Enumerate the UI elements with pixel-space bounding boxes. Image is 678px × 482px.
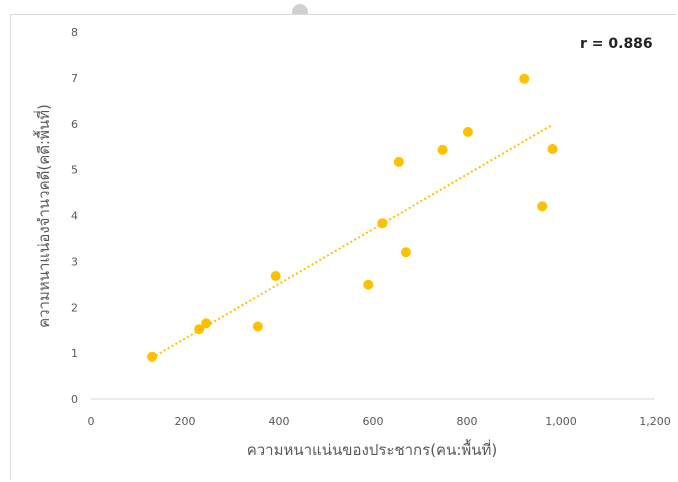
x-tick-label: 1,200 [639, 415, 671, 428]
data-point [519, 73, 530, 84]
x-tick-label: 600 [363, 415, 384, 428]
chart-frame [10, 14, 676, 480]
data-point [393, 156, 404, 167]
data-point [363, 279, 374, 290]
x-axis-title: ความหนาแน่นของประชากร(คน:พื้นที่) [247, 439, 498, 459]
data-point [537, 201, 548, 212]
data-point [201, 318, 212, 329]
x-tick-label: 800 [457, 415, 478, 428]
data-point [462, 127, 473, 138]
data-point [194, 324, 205, 335]
y-tick-label: 3 [71, 255, 78, 268]
data-point [400, 247, 411, 258]
y-tick-label: 1 [71, 347, 78, 360]
x-tick-label: 400 [269, 415, 290, 428]
data-point [147, 351, 158, 362]
data-point [270, 271, 281, 282]
data-point [252, 321, 263, 332]
correlation-annotation: r = 0.886 [580, 36, 653, 52]
data-points [147, 73, 558, 362]
x-tick-label: 200 [175, 415, 196, 428]
data-point [437, 144, 448, 155]
y-tick-label: 2 [71, 301, 78, 314]
y-tick-label: 8 [71, 26, 78, 39]
y-tick-label: 4 [71, 210, 78, 223]
trendline [151, 123, 554, 359]
x-tick-label: 0 [88, 415, 95, 428]
data-point [377, 218, 388, 229]
data-point [547, 143, 558, 154]
y-tick-label: 5 [71, 164, 78, 177]
y-axis-ticks: 0 1 2 3 4 5 6 7 8 [71, 26, 78, 406]
y-tick-label: 0 [71, 393, 78, 406]
y-tick-label: 6 [71, 118, 78, 131]
x-axis-ticks: 0 200 400 600 800 1,000 1,200 [88, 415, 671, 428]
y-tick-label: 7 [71, 72, 78, 85]
x-tick-label: 1,000 [545, 415, 577, 428]
y-axis-title: ความหนาแน่องจำนวคดี(คดี:พื้นที่) [33, 104, 53, 328]
